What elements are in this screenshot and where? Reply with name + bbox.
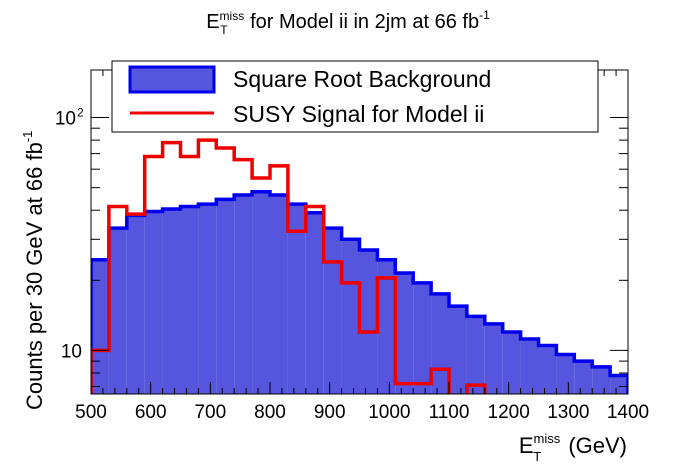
y-tick-label: 10 — [61, 341, 82, 362]
x-axis-title-sub: T — [533, 449, 541, 464]
background-bar — [180, 206, 199, 394]
background-bar — [252, 191, 270, 394]
background-bar — [108, 228, 127, 394]
chart-title: Emiss T for Model ii in 2jm at 66 fb-1 — [206, 8, 490, 37]
background-bar — [270, 194, 288, 394]
background-bar — [592, 366, 611, 394]
background-bar — [234, 194, 253, 394]
background-bar — [287, 204, 306, 394]
background-bar — [377, 259, 396, 394]
x-tick-label: 1400 — [607, 402, 649, 423]
y-axis-title-text: Counts per 30 GeV at 66 fb — [22, 142, 47, 410]
background-bar — [449, 306, 467, 394]
x-tick-label: 1100 — [429, 402, 470, 423]
x-tick-label: 800 — [254, 402, 286, 423]
background-bar — [610, 375, 628, 394]
chart-title-sup: miss — [220, 9, 245, 23]
x-axis-title-sup: miss — [534, 431, 561, 446]
x-tick-label: 1300 — [547, 402, 589, 423]
y-axis-title: Counts per 30 GeV at 66 fb-1 — [20, 131, 47, 410]
background-bar — [126, 215, 145, 394]
x-axis-title-main: E — [519, 433, 534, 458]
background-bar — [198, 204, 217, 394]
chart-title-sup2: -1 — [479, 8, 490, 22]
background-bar — [144, 211, 163, 394]
chart-title-rest: for Model ii in 2jm at 66 fb — [245, 11, 480, 33]
background-bar — [466, 316, 485, 394]
background-bar — [341, 239, 360, 394]
background-bar — [395, 273, 414, 394]
background-bar — [359, 249, 378, 394]
background-bar — [502, 331, 521, 394]
x-tick-label: 700 — [194, 402, 226, 423]
x-tick-label: 1000 — [368, 402, 410, 423]
background-bar — [162, 208, 181, 394]
y-axis-title-sup: -1 — [20, 131, 35, 143]
x-tick-label: 1200 — [488, 402, 530, 423]
background-bar — [305, 212, 324, 394]
y-axis-ticks — [91, 117, 628, 388]
background-bar — [431, 293, 449, 394]
y-tick-label-sup: 2 — [77, 106, 84, 120]
chart-title-sub: T — [220, 23, 228, 37]
legend-swatch-background — [128, 65, 216, 94]
x-axis-title: Emiss T (GeV) — [519, 431, 627, 464]
chart-title-main: E — [206, 11, 219, 33]
background-bar — [216, 199, 235, 394]
background-bar — [91, 259, 109, 394]
background-bar — [413, 282, 432, 394]
background-series — [91, 190, 628, 394]
legend-label-signal: SUSY Signal for Model ii — [233, 101, 484, 127]
legend: Square Root Background SUSY Signal for M… — [111, 60, 599, 133]
x-axis-title-rest: (GeV) — [562, 433, 627, 458]
y-tick-label: 10 — [55, 109, 76, 130]
background-outline — [91, 190, 628, 394]
x-tick-label: 600 — [135, 402, 167, 423]
background-bar — [538, 345, 557, 394]
x-tick-label: 500 — [75, 402, 107, 423]
legend-label-background: Square Root Background — [233, 66, 491, 92]
background-bar — [520, 338, 539, 394]
x-axis-tick-labels: 500 600 700 800 900 1000 1100 1200 1300 1400 — [75, 402, 649, 423]
x-tick-label: 900 — [314, 402, 346, 423]
background-bar — [556, 354, 575, 394]
background-bar — [484, 323, 503, 394]
background-bar — [323, 228, 342, 394]
background-bar — [574, 361, 593, 394]
